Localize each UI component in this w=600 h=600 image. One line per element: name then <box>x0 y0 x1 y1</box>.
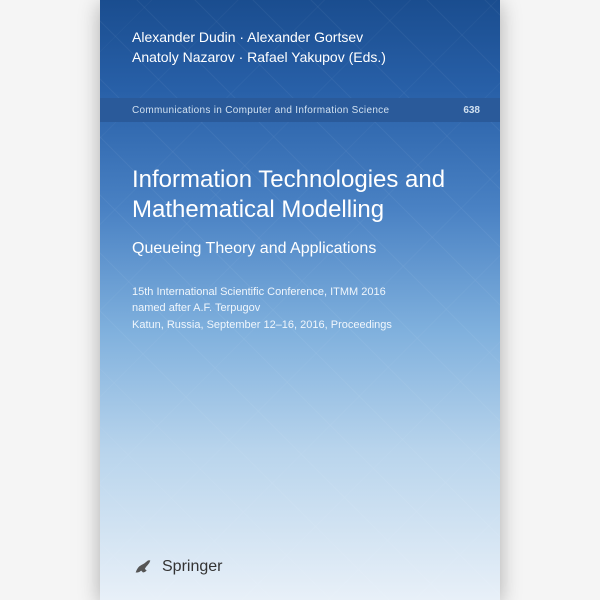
title-block: Information Technologies and Mathematica… <box>132 165 468 333</box>
book-cover: Alexander Dudin · Alexander Gortsev Anat… <box>100 0 500 600</box>
main-title: Information Technologies and Mathematica… <box>132 165 468 225</box>
conf-line: Katun, Russia, September 12–16, 2016, Pr… <box>132 317 468 334</box>
subtitle: Queueing Theory and Applications <box>132 239 468 260</box>
series-number: 638 <box>463 105 480 116</box>
conference-details: 15th International Scientific Conference… <box>132 284 468 334</box>
editors-line: Alexander Dudin · Alexander Gortsev <box>132 28 468 48</box>
editors-block: Alexander Dudin · Alexander Gortsev Anat… <box>132 28 468 67</box>
series-name: Communications in Computer and Informati… <box>132 105 389 116</box>
publisher-block: Springer <box>132 556 222 578</box>
series-band: Communications in Computer and Informati… <box>100 98 500 122</box>
editors-line: Anatoly Nazarov · Rafael Yakupov (Eds.) <box>132 48 468 68</box>
springer-horse-icon <box>132 556 154 578</box>
conf-line: 15th International Scientific Conference… <box>132 284 468 301</box>
publisher-name: Springer <box>162 558 222 576</box>
conf-line: named after A.F. Terpugov <box>132 300 468 317</box>
